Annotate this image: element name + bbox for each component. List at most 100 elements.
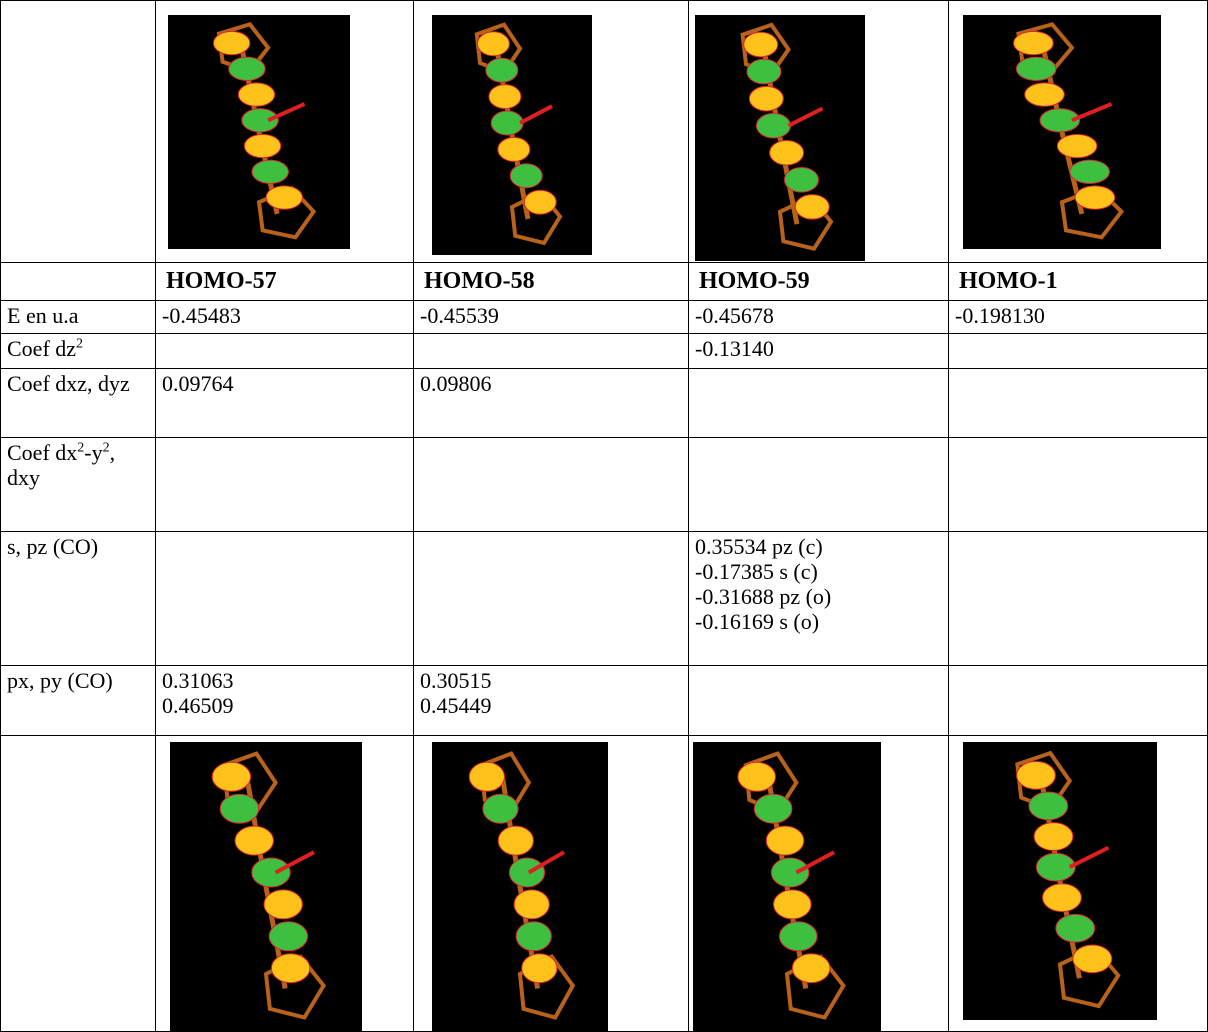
decoration xyxy=(497,825,534,856)
decoration xyxy=(523,189,557,215)
decoration xyxy=(743,751,799,815)
orbital-image xyxy=(693,742,881,1031)
decoration xyxy=(251,857,291,888)
label-text: Coef dxz, dyz xyxy=(7,371,130,396)
decoration xyxy=(268,921,309,952)
header: HOMO-57 xyxy=(155,262,414,301)
decoration xyxy=(743,31,779,58)
decoration xyxy=(748,85,784,112)
decoration xyxy=(219,793,260,824)
cell-value: 0.35534 pz (c) xyxy=(695,534,823,559)
header-row: HOMO-57 HOMO-58 HOMO-59 HOMO-1 xyxy=(0,262,1208,301)
decoration xyxy=(234,825,274,856)
decoration xyxy=(1035,852,1076,882)
label-text: Coef dz xyxy=(7,336,77,361)
decoration xyxy=(519,104,553,125)
label-text: E en u.a xyxy=(7,303,79,328)
decoration xyxy=(490,110,524,136)
decoration xyxy=(1024,82,1065,107)
decoration xyxy=(513,889,550,920)
decoration xyxy=(778,921,818,952)
label-text: s, pz (CO) xyxy=(7,534,99,559)
cell-value: -0.45678 xyxy=(695,303,774,328)
image-row xyxy=(0,735,1208,1032)
header: HOMO-59 xyxy=(688,262,949,301)
decoration xyxy=(1015,56,1057,82)
cell-value: 0.45449 xyxy=(420,693,492,718)
decoration xyxy=(1016,760,1056,790)
decoration xyxy=(476,31,510,57)
cell-value: 0.09806 xyxy=(420,371,492,396)
decoration xyxy=(509,163,543,189)
image-row xyxy=(0,0,1208,263)
decoration xyxy=(270,953,311,984)
cell-value: 0.31063 xyxy=(162,668,234,693)
orbital-image xyxy=(168,15,350,249)
decoration xyxy=(794,194,830,220)
decoration xyxy=(1055,913,1096,943)
decoration xyxy=(1074,185,1116,210)
cell-value: -0.45483 xyxy=(162,303,241,328)
orbital-image xyxy=(963,15,1161,249)
row-label: Coef dz2 xyxy=(0,333,156,369)
orbital-image xyxy=(170,742,362,1031)
cell-value: -0.31688 pz (o) xyxy=(695,584,832,609)
row-label: s, pz (CO) xyxy=(0,531,156,666)
decoration xyxy=(1069,159,1110,184)
decoration xyxy=(488,84,522,110)
decoration xyxy=(1028,791,1069,821)
decoration xyxy=(787,106,824,128)
decoration xyxy=(737,761,776,792)
header: HOMO-1 xyxy=(948,262,1208,301)
decoration xyxy=(746,58,782,85)
cell-value: -0.45539 xyxy=(420,303,499,328)
decoration xyxy=(1042,883,1082,913)
decoration xyxy=(527,850,565,875)
decoration xyxy=(1071,102,1113,123)
row-label: E en u.a xyxy=(0,300,156,334)
decoration xyxy=(791,953,831,984)
decoration xyxy=(211,761,252,792)
decoration xyxy=(1016,22,1075,74)
label-text: Coef dx xyxy=(7,440,78,465)
decoration xyxy=(482,793,519,824)
decoration xyxy=(241,108,279,133)
decoration xyxy=(263,889,303,920)
decoration xyxy=(265,185,303,210)
decoration xyxy=(1056,133,1098,159)
cell-value: -0.13140 xyxy=(695,336,774,361)
decoration xyxy=(221,751,278,815)
decoration xyxy=(485,57,519,83)
label-text: px, py (CO) xyxy=(7,668,113,693)
decoration xyxy=(228,56,266,82)
label-text: , dxy xyxy=(7,440,116,490)
decoration xyxy=(770,857,810,888)
label-text: -y xyxy=(84,440,103,465)
superscript: 2 xyxy=(76,336,84,352)
cell-value: 0.46509 xyxy=(162,693,234,718)
decoration xyxy=(479,751,532,815)
decoration xyxy=(773,889,812,920)
decoration xyxy=(769,139,805,166)
decoration xyxy=(468,761,505,792)
decoration xyxy=(274,850,315,875)
decoration xyxy=(783,167,819,193)
orbital-image xyxy=(695,15,865,261)
decoration xyxy=(515,921,552,952)
superscript: 2 xyxy=(77,440,85,456)
decoration xyxy=(1013,30,1054,56)
decoration xyxy=(755,112,791,139)
orbital-image xyxy=(432,15,592,255)
row-label: px, py (CO) xyxy=(0,665,156,736)
cell-value: -0.16169 s (o) xyxy=(695,609,820,634)
header: HOMO-58 xyxy=(413,262,689,301)
decoration xyxy=(1068,845,1110,869)
decoration xyxy=(216,22,271,74)
decoration xyxy=(1072,944,1113,974)
cell-value: 0.09764 xyxy=(162,371,234,396)
row-label: Coef dx2-y2, dxy xyxy=(0,437,156,532)
decoration xyxy=(521,953,558,984)
decoration xyxy=(508,857,546,888)
decoration xyxy=(267,102,306,123)
